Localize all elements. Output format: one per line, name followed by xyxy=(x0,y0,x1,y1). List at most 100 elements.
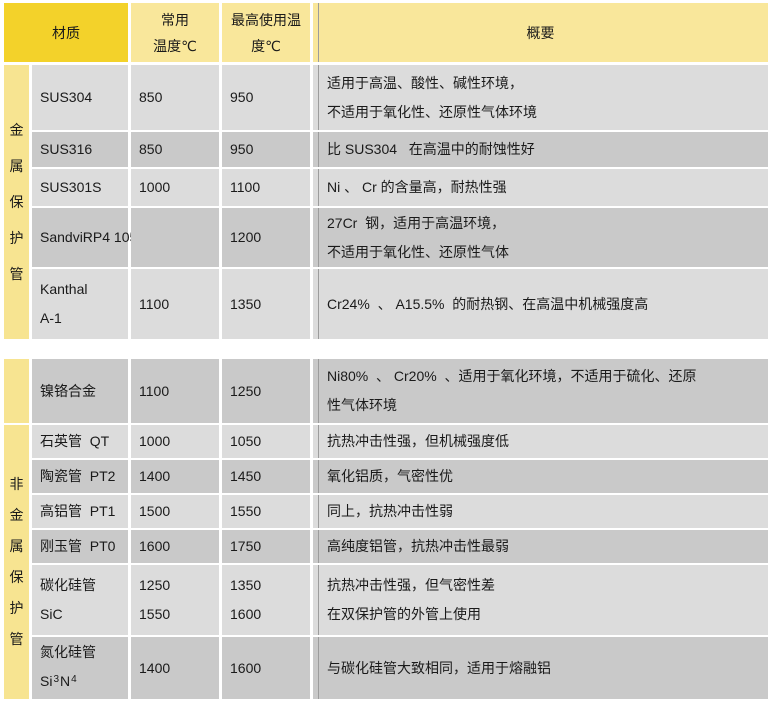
cell-max-temp: 1050 xyxy=(222,425,310,458)
cell-material: SUS316 xyxy=(32,132,128,167)
column-divider-line xyxy=(318,208,319,267)
column-divider-line xyxy=(318,460,319,493)
summary-text: 27Cr 钢，适用于高温环境， 不适用于氧化性、还原性气体 xyxy=(327,214,509,260)
summary-text: 适用于高温、酸性、碱性环境， 不适用于氧化性、还原性气体环境 xyxy=(327,74,537,120)
section-nonmetal: 镍铬合金 1100 1250 Ni80% 、 Cr20% 、适用于氧化环境，不适… xyxy=(4,359,768,699)
summary-text: 氧化铝质，气密性优 xyxy=(327,468,453,484)
cell-max-temp: 1350 1600 xyxy=(222,565,310,635)
cell-max-temp: 1450 xyxy=(222,460,310,493)
cell-summary: Cr24% 、 A15.5% 的耐热钢、在高温中机械强度高 xyxy=(313,269,768,339)
cell-common-temp: 1400 xyxy=(131,460,219,493)
column-divider-line xyxy=(318,637,319,699)
header-material: 材质 xyxy=(4,3,128,62)
cell-common-temp: 850 xyxy=(131,132,219,167)
cell-common-temp: 850 xyxy=(131,65,219,130)
table-row: 氮化硅管 Si3N4 1400 1600 与碳化硅管大致相同，适用于熔融铝 xyxy=(32,637,768,699)
cell-max-temp: 1750 xyxy=(222,530,310,563)
summary-text: Ni80% 、 Cr20% 、适用于氧化环境，不适用于硫化、还原 性气体环境 xyxy=(327,368,697,413)
cell-summary: 抗热冲击性强，但气密性差 在双保护管的外管上使用 xyxy=(313,565,768,635)
cell-max-temp: 950 xyxy=(222,65,310,130)
cell-common-temp: 1400 xyxy=(131,637,219,699)
cell-material: Kanthal A-1 xyxy=(32,269,128,339)
cell-material: 氮化硅管 Si3N4 xyxy=(32,637,128,699)
column-divider-line xyxy=(318,3,319,62)
table-row: Kanthal A-1 1100 1350 Cr24% 、 A15.5% 的耐热… xyxy=(32,269,768,339)
summary-text: 高纯度铝管，抗热冲击性最弱 xyxy=(327,538,509,554)
side-cell-empty xyxy=(4,359,29,423)
cell-material: SandviRP4 1050 xyxy=(32,208,145,267)
cell-common-temp: 1000 xyxy=(131,169,219,206)
formula-sub-3: 3 xyxy=(53,674,60,685)
header-common-temp: 常用 温度℃ xyxy=(131,3,219,62)
table-row: SUS301S 1000 1100 Ni 、 Cr 的含量高，耐热性强 xyxy=(32,169,768,206)
row-nichrome-wrap: 镍铬合金 1100 1250 Ni80% 、 Cr20% 、适用于氧化环境，不适… xyxy=(32,359,768,423)
table-row: SandviRP4 1050 1200 27Cr 钢，适用于高温环境， 不适用于… xyxy=(32,208,768,267)
summary-text: Ni 、 Cr 的含量高，耐热性强 xyxy=(327,179,507,195)
cell-summary: Ni 、 Cr 的含量高，耐热性强 xyxy=(313,169,768,206)
column-divider-line xyxy=(318,132,319,167)
cell-max-temp: 1250 xyxy=(222,359,310,423)
cell-max-temp: 1550 xyxy=(222,495,310,528)
side-label-metal: 金 属 保 护 管 xyxy=(4,65,29,339)
cell-common-temp: 1100 xyxy=(131,359,219,423)
column-divider-line xyxy=(318,495,319,528)
table-row: 刚玉管 PT0 1600 1750 高纯度铝管，抗热冲击性最弱 xyxy=(32,530,768,563)
cell-summary: 比 SUS304 在高温中的耐蚀性好 xyxy=(313,132,768,167)
column-divider-line xyxy=(318,425,319,458)
side-label-nonmetal: 非 金 属 保 护 管 xyxy=(4,425,29,699)
column-divider-line xyxy=(318,565,319,635)
section-metal: 金 属 保 护 管 SUS304 850 950 适用于高温、酸性、碱性环境， … xyxy=(4,65,768,339)
material-formula: Si3N4 xyxy=(40,667,128,698)
summary-text: 同上，抗热冲击性弱 xyxy=(327,503,453,519)
cell-max-temp: 1600 xyxy=(222,637,310,699)
header-summary: 概要 xyxy=(313,3,768,62)
cell-common-temp: 1100 xyxy=(131,269,219,339)
cell-common-temp: 1500 xyxy=(131,495,219,528)
column-divider-line xyxy=(318,359,319,423)
summary-text: 抗热冲击性强，但机械强度低 xyxy=(327,433,509,449)
summary-text: 与碳化硅管大致相同，适用于熔融铝 xyxy=(327,659,551,676)
cell-material: 高铝管 PT1 xyxy=(32,495,128,528)
cell-summary: 氧化铝质，气密性优 xyxy=(313,460,768,493)
cell-material: 碳化硅管 SiC xyxy=(32,565,128,635)
cell-material: 石英管 QT xyxy=(32,425,128,458)
table-row: 高铝管 PT1 1500 1550 同上，抗热冲击性弱 xyxy=(32,495,768,528)
cell-summary: 同上，抗热冲击性弱 xyxy=(313,495,768,528)
table-row: 镍铬合金 1100 1250 Ni80% 、 Cr20% 、适用于氧化环境，不适… xyxy=(32,359,768,423)
cell-summary: 适用于高温、酸性、碱性环境， 不适用于氧化性、还原性气体环境 xyxy=(313,65,768,130)
cell-max-temp: 1200 xyxy=(222,208,310,267)
column-divider-line xyxy=(318,530,319,563)
table-row: SUS304 850 950 适用于高温、酸性、碱性环境， 不适用于氧化性、还原… xyxy=(32,65,768,130)
cell-material: SUS301S xyxy=(32,169,128,206)
section-nonmetal-labeled: 非 金 属 保 护 管 石英管 QT 1000 1050 抗热冲击性强，但机械强… xyxy=(4,425,768,699)
cell-material: 刚玉管 PT0 xyxy=(32,530,128,563)
table-row: 镍铬合金 1100 1250 Ni80% 、 Cr20% 、适用于氧化环境，不适… xyxy=(4,359,768,423)
material-name: 氮化硅管 xyxy=(40,644,96,660)
table-row: 陶瓷管 PT2 1400 1450 氧化铝质，气密性优 xyxy=(32,460,768,493)
table-row: SUS316 850 950 比 SUS304 在高温中的耐蚀性好 xyxy=(32,132,768,167)
section-nonmetal-rows: 石英管 QT 1000 1050 抗热冲击性强，但机械强度低 陶瓷管 PT2 1… xyxy=(32,425,768,699)
cell-max-temp: 1100 xyxy=(222,169,310,206)
table-header-row: 材质 常用 温度℃ 最高使用温 度℃ 概要 xyxy=(4,3,768,62)
summary-text: 抗热冲击性强，但气密性差 在双保护管的外管上使用 xyxy=(327,577,495,622)
cell-common-temp: 1250 1550 xyxy=(131,565,219,635)
header-summary-label: 概要 xyxy=(526,24,555,41)
cell-common-temp xyxy=(131,208,219,267)
formula-si: Si xyxy=(40,673,53,689)
cell-summary: 与碳化硅管大致相同，适用于熔融铝 xyxy=(313,637,768,699)
cell-common-temp: 1000 xyxy=(131,425,219,458)
summary-text: 比 SUS304 在高温中的耐蚀性好 xyxy=(327,141,535,157)
column-divider-line xyxy=(318,169,319,206)
header-max-temp: 最高使用温 度℃ xyxy=(222,3,310,62)
section-metal-rows: SUS304 850 950 适用于高温、酸性、碱性环境， 不适用于氧化性、还原… xyxy=(32,65,768,339)
cell-material: 镍铬合金 xyxy=(32,359,128,423)
cell-material: SUS304 xyxy=(32,65,128,130)
cell-material: 陶瓷管 PT2 xyxy=(32,460,128,493)
summary-text: Cr24% 、 A15.5% 的耐热钢、在高温中机械强度高 xyxy=(327,295,649,312)
cell-summary: 抗热冲击性强，但机械强度低 xyxy=(313,425,768,458)
table-row: 碳化硅管 SiC 1250 1550 1350 1600 抗热冲击性强，但气密性… xyxy=(32,565,768,635)
cell-max-temp: 950 xyxy=(222,132,310,167)
column-divider-line xyxy=(318,269,319,339)
protection-tube-spec-table: 材质 常用 温度℃ 最高使用温 度℃ 概要 金 属 保 护 管 SUS304 8… xyxy=(4,3,768,699)
cell-max-temp: 1350 xyxy=(222,269,310,339)
